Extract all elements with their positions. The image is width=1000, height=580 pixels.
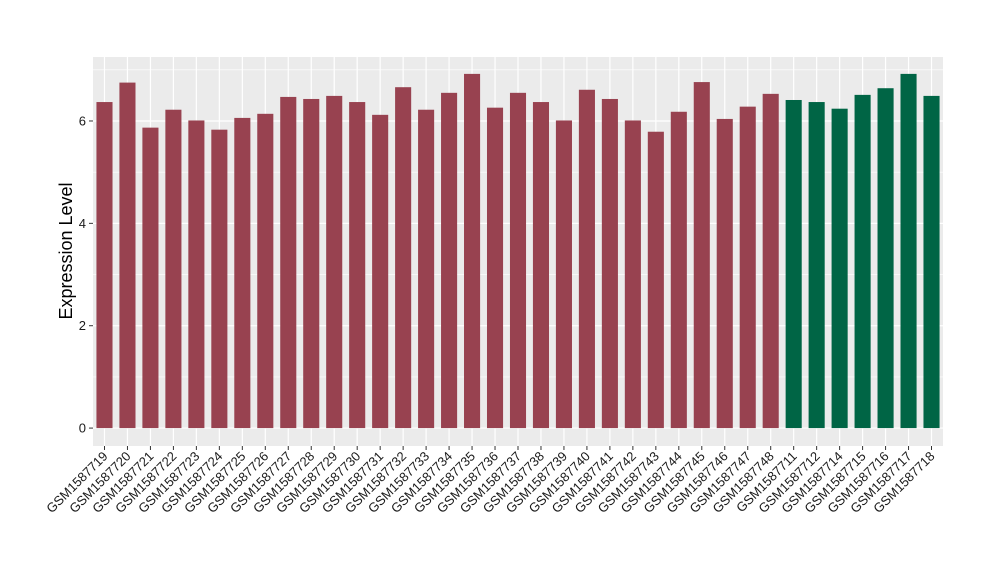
bar-GSM1587746	[716, 118, 733, 429]
bar-GSM1587725	[234, 117, 251, 429]
bar-GSM1587747	[739, 106, 756, 429]
bar-GSM1587741	[601, 98, 618, 429]
y-axis: 0 2 4 6	[79, 113, 93, 436]
bar-GSM1587740	[578, 89, 595, 429]
bar-GSM1587722	[165, 109, 182, 429]
bar-GSM1587736	[486, 107, 504, 429]
bar-GSM1587730	[349, 102, 366, 429]
bar-GSM1587739	[555, 120, 572, 429]
bar-GSM1587718	[923, 95, 940, 429]
bar-GSM1587732	[395, 87, 412, 429]
bar-GSM1587727	[280, 96, 297, 429]
bar-GSM1587748	[762, 93, 779, 429]
bar-GSM1587743	[647, 131, 664, 429]
bar-GSM1587731	[372, 114, 389, 429]
bar-GSM1587735	[464, 73, 481, 429]
bar-GSM1587712	[808, 102, 825, 429]
bar-GSM1587719	[96, 102, 113, 429]
y-tick-label: 6	[79, 113, 86, 128]
bar-GSM1587728	[303, 98, 320, 429]
bar-GSM1587734	[441, 92, 458, 429]
bar-GSM1587715	[854, 94, 871, 429]
bar-GSM1587726	[257, 113, 274, 429]
bar-GSM1587745	[693, 82, 710, 429]
y-tick-label: 0	[79, 421, 86, 436]
bar-GSM1587738	[532, 102, 550, 429]
y-tick-label: 2	[79, 318, 86, 333]
bar-GSM1587733	[418, 109, 435, 429]
bar-GSM1587723	[188, 120, 205, 429]
bars-layer	[96, 73, 940, 429]
bar-GSM1587711	[785, 99, 802, 429]
bar-GSM1587724	[211, 129, 228, 429]
y-tick-label: 4	[79, 216, 86, 231]
bar-GSM1587714	[831, 108, 848, 429]
bar-GSM1587742	[624, 120, 641, 429]
bar-GSM1587717	[900, 73, 917, 429]
bar-GSM1587721	[142, 127, 159, 429]
bar-GSM1587737	[509, 92, 527, 429]
bar-GSM1587729	[326, 95, 343, 429]
y-axis-title: Expression Level	[56, 182, 76, 319]
bar-GSM1587716	[877, 88, 894, 429]
bar-GSM1587720	[119, 82, 136, 429]
bar-GSM1587744	[670, 111, 687, 429]
x-axis: GSM1587719GSM1587720GSM1587721GSM1587722…	[43, 446, 938, 516]
